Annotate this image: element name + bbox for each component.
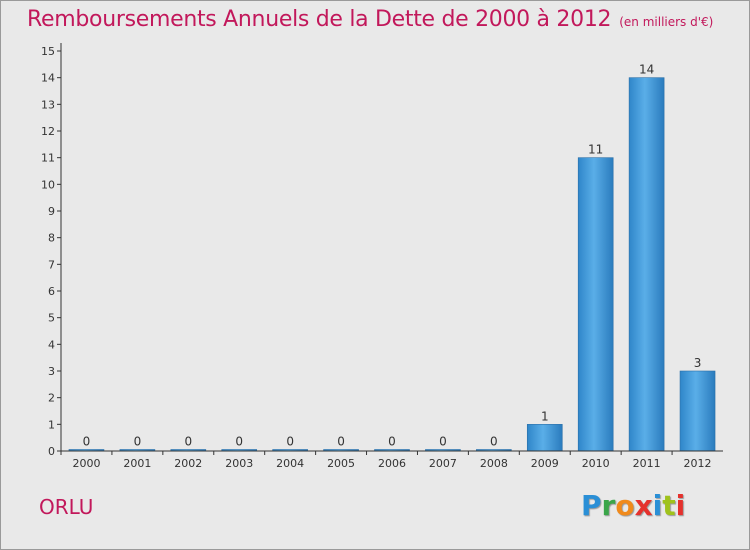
x-tick-label: 2000 bbox=[72, 457, 100, 470]
bar-value-label: 0 bbox=[337, 435, 345, 449]
y-tick-label: 10 bbox=[41, 178, 55, 191]
y-tick-label: 5 bbox=[48, 312, 55, 325]
bar-value-label: 0 bbox=[439, 435, 447, 449]
x-tick-label: 2009 bbox=[531, 457, 559, 470]
y-tick-label: 11 bbox=[41, 152, 55, 165]
y-tick-label: 14 bbox=[41, 72, 55, 85]
y-tick-label: 12 bbox=[41, 125, 55, 138]
y-tick-label: 8 bbox=[48, 232, 55, 245]
x-tick-label: 2001 bbox=[123, 457, 151, 470]
chart-title-text: Remboursements Annuels de la Dette de 20… bbox=[27, 7, 612, 32]
bar bbox=[628, 77, 665, 452]
y-tick-label: 6 bbox=[48, 285, 55, 298]
x-tick-label: 2012 bbox=[684, 457, 712, 470]
bar bbox=[526, 424, 563, 452]
x-tick-label: 2008 bbox=[480, 457, 508, 470]
y-tick-label: 13 bbox=[41, 98, 55, 111]
bar-value-label: 3 bbox=[694, 356, 702, 370]
bar-value-label: 11 bbox=[588, 143, 603, 157]
x-tick-label: 2002 bbox=[174, 457, 202, 470]
chart-title: Remboursements Annuels de la Dette de 20… bbox=[27, 7, 713, 32]
x-tick-label: 2005 bbox=[327, 457, 355, 470]
bar-value-label: 14 bbox=[639, 63, 654, 77]
bar bbox=[577, 157, 614, 452]
y-tick-label: 4 bbox=[48, 338, 55, 351]
y-tick-label: 0 bbox=[48, 445, 55, 458]
x-tick-label: 2004 bbox=[276, 457, 304, 470]
y-tick-label: 2 bbox=[48, 392, 55, 405]
y-tick-label: 3 bbox=[48, 365, 55, 378]
chart-subtitle: (en milliers d'€) bbox=[619, 15, 714, 29]
x-tick-label: 2003 bbox=[225, 457, 253, 470]
bar-value-label: 0 bbox=[184, 435, 192, 449]
y-tick-label: 1 bbox=[48, 418, 55, 431]
x-tick-label: 2007 bbox=[429, 457, 457, 470]
bar bbox=[679, 370, 716, 452]
bar-value-label: 0 bbox=[235, 435, 243, 449]
bar-value-label: 0 bbox=[388, 435, 396, 449]
y-tick-label: 15 bbox=[41, 45, 55, 58]
bar-value-label: 0 bbox=[286, 435, 294, 449]
y-tick-label: 7 bbox=[48, 258, 55, 271]
bar-value-label: 0 bbox=[134, 435, 142, 449]
y-tick-label: 9 bbox=[48, 205, 55, 218]
bar-value-label: 0 bbox=[83, 435, 91, 449]
bar-value-label: 0 bbox=[490, 435, 498, 449]
bar-value-label: 1 bbox=[541, 409, 549, 423]
proxiti-logo: Proxiti bbox=[581, 489, 686, 522]
x-tick-label: 2011 bbox=[633, 457, 661, 470]
x-tick-label: 2010 bbox=[582, 457, 610, 470]
city-name: ORLU bbox=[39, 495, 94, 519]
x-tick-label: 2006 bbox=[378, 457, 406, 470]
